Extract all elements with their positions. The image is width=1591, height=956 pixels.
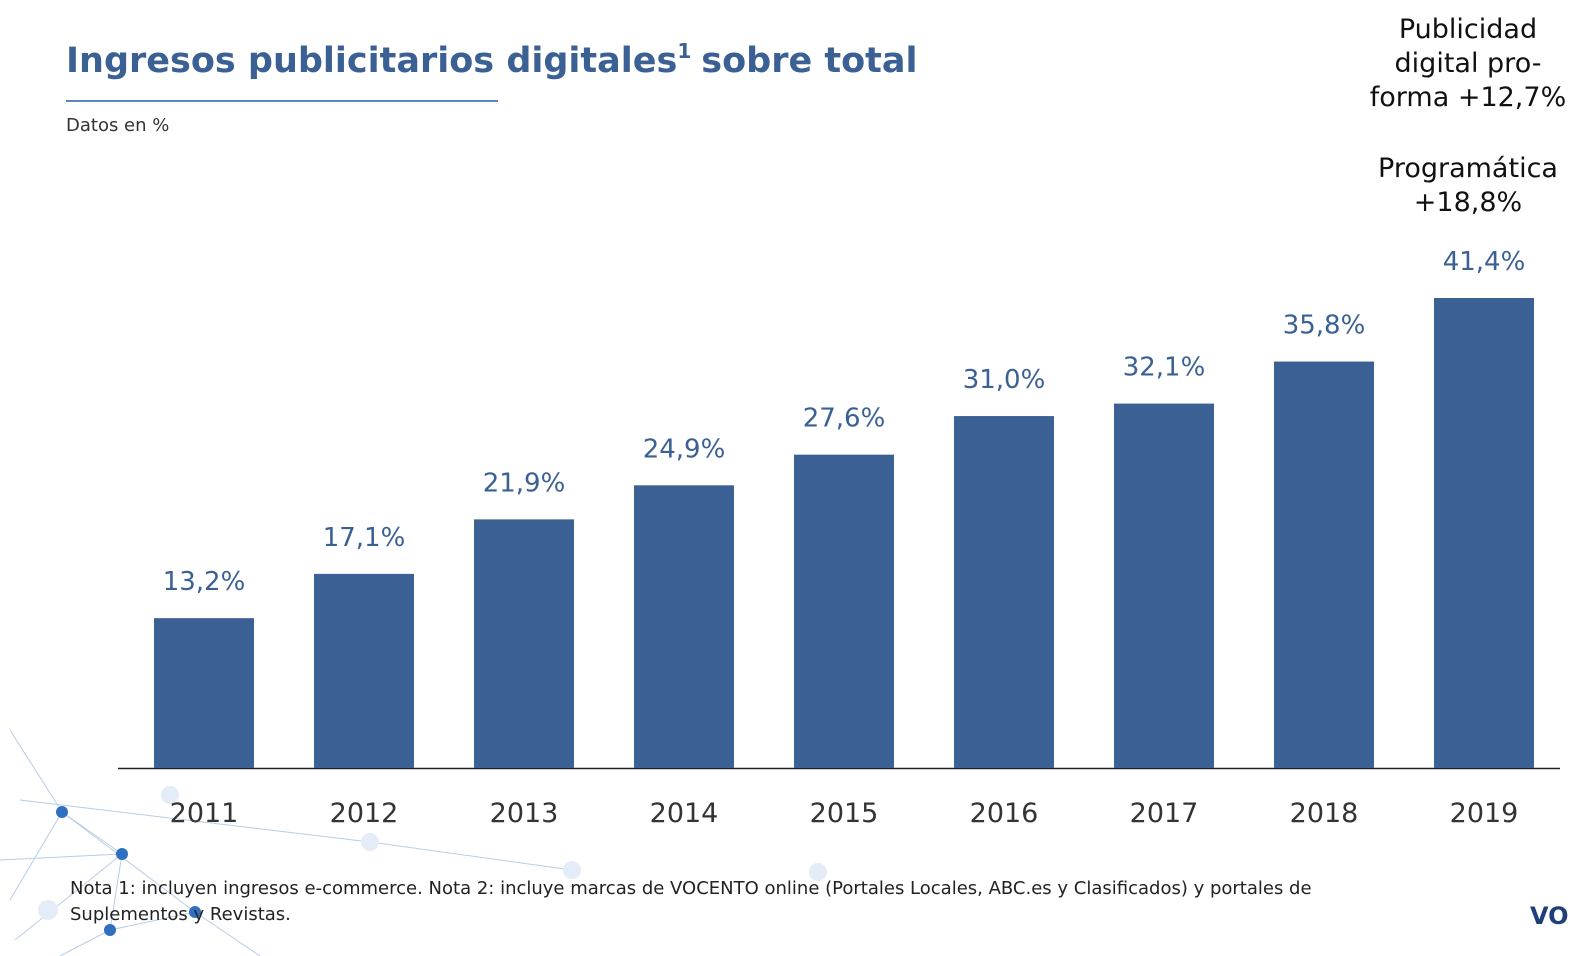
value-label: 41,4% (1443, 247, 1526, 277)
bar (1274, 361, 1374, 768)
footnote: Nota 1: incluyen ingresos e-commerce. No… (70, 878, 1312, 899)
annotation: +18,8% (1414, 187, 1522, 218)
value-label: 31,0% (963, 365, 1046, 395)
bar (154, 618, 254, 768)
bar (794, 454, 894, 768)
x-tick-label: 2011 (170, 798, 239, 829)
value-label: 13,2% (163, 567, 246, 597)
value-label: 17,1% (323, 523, 406, 553)
chart-title: Ingresos publicitarios digitales1 sobre t… (66, 39, 918, 81)
bar (1114, 403, 1214, 768)
bar (314, 573, 414, 768)
title-end: sobre total (701, 41, 917, 81)
x-tick-label: 2013 (490, 798, 559, 829)
value-label: 35,8% (1283, 311, 1366, 341)
x-tick-label: 2014 (650, 798, 719, 829)
bar (1434, 298, 1534, 768)
bar (634, 485, 734, 768)
subtitle: Datos en % (66, 115, 169, 136)
network-decoration (0, 729, 573, 956)
value-label: 32,1% (1123, 353, 1206, 383)
x-tick-label: 2016 (970, 798, 1039, 829)
x-tick-label: 2017 (1130, 798, 1199, 829)
title-main: Ingresos publicitarios digitales (66, 41, 677, 81)
bar (954, 416, 1054, 768)
annotation: Programática (1378, 153, 1558, 184)
x-tick-label: 2018 (1290, 798, 1359, 829)
value-label: 24,9% (643, 434, 726, 464)
x-tick-label: 2019 (1450, 798, 1519, 829)
x-tick-label: 2012 (330, 798, 399, 829)
value-label: 21,9% (483, 468, 566, 498)
title-superscript: 1 (677, 39, 691, 63)
annotation: digital pro- (1395, 48, 1542, 79)
x-tick-label: 2015 (810, 798, 879, 829)
logo: VO (1530, 902, 1569, 930)
bar (474, 519, 574, 768)
annotation: Publicidad (1399, 14, 1537, 45)
value-label: 27,6% (803, 404, 886, 434)
network-dots (38, 786, 827, 936)
footnote: Suplementos y Revistas. (70, 904, 291, 925)
annotation: forma +12,7% (1370, 82, 1566, 113)
